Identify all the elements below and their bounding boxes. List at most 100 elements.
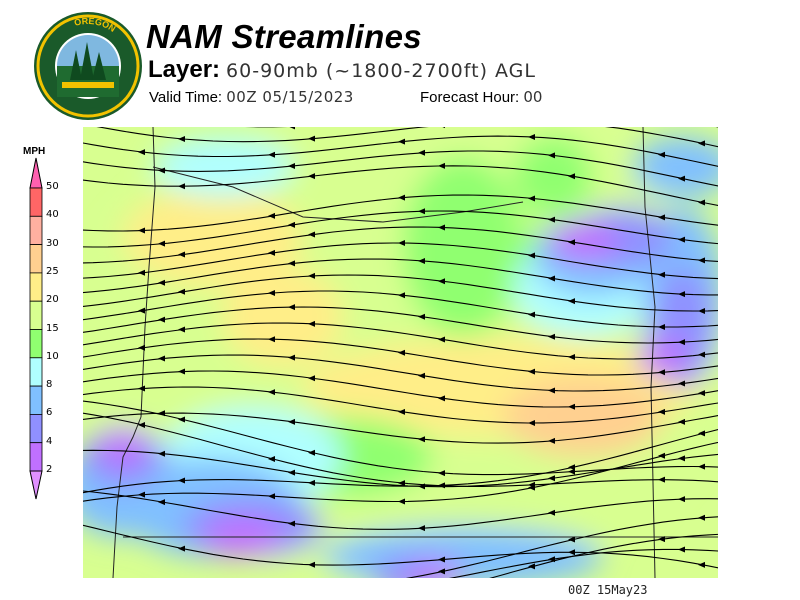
shading-region (638, 337, 688, 377)
legend-tick-label: 50 (46, 181, 59, 192)
forecast-hour: Forecast Hour: 00 (420, 88, 542, 106)
flow-arrow (698, 351, 705, 358)
flow-arrow (698, 514, 705, 521)
streamline (83, 210, 718, 248)
flow-arrow (418, 525, 425, 532)
oregon-department-of-forestry-logo: OREGON (34, 12, 142, 120)
flow-arrow (158, 316, 165, 323)
flow-arrow (308, 231, 315, 238)
flow-arrow (288, 304, 295, 311)
flow-arrow (438, 162, 445, 169)
legend-swatch (29, 244, 43, 274)
streamline (83, 449, 718, 488)
flow-arrow (158, 240, 165, 247)
legend-tick-label: 2 (46, 464, 53, 475)
flow-arrow (268, 249, 275, 256)
flow-arrow (398, 408, 405, 415)
flow-arrow (268, 151, 275, 158)
legend-swatch (29, 357, 43, 387)
flow-arrow (418, 436, 425, 443)
flow-arrow (678, 380, 685, 387)
flow-arrow (418, 313, 425, 320)
legend-under-arrow (29, 470, 43, 500)
flow-arrow (158, 167, 165, 174)
streamline (489, 533, 718, 578)
flow-arrow (698, 430, 705, 437)
legend-unit: MPH (23, 146, 46, 157)
flow-arrow (158, 450, 165, 457)
map-timestamp: 00Z 15May23 (568, 583, 648, 597)
legend-swatch (29, 215, 43, 246)
flow-arrow (548, 275, 555, 282)
page-title: NAM Streamlines (146, 18, 422, 55)
flow-arrow (268, 493, 275, 500)
shading-region (153, 137, 293, 197)
streamline (83, 194, 718, 232)
flow-arrow (568, 298, 575, 305)
flow-arrow (528, 481, 535, 488)
layer-info: Layer: 60-90mb (~1800-2700ft) AGL (148, 56, 536, 84)
streamline (83, 150, 718, 187)
flow-arrow (138, 491, 145, 498)
flow-arrow (308, 135, 315, 142)
flow-arrow (178, 416, 185, 423)
flow-arrow (308, 173, 315, 180)
flow-arrow (548, 152, 555, 159)
streamlines (83, 127, 718, 578)
color-legend (29, 157, 43, 500)
shading-region (98, 427, 148, 467)
flow-arrow (288, 418, 295, 425)
legend-swatch (29, 385, 43, 415)
legend-tick-label: 10 (46, 350, 59, 362)
flow-arrow (308, 561, 315, 568)
flow-arrow (398, 292, 405, 299)
flow-arrow (698, 561, 705, 568)
legend-tick-label: 30 (46, 237, 59, 249)
shading-region (123, 187, 303, 287)
legend-swatch (29, 272, 43, 302)
flow-arrow (268, 389, 275, 396)
flow-arrow (398, 138, 405, 145)
flow-arrow (288, 520, 295, 527)
flow-arrow (568, 549, 575, 556)
flow-arrow (698, 199, 705, 206)
flow-arrow (418, 372, 425, 379)
flow-arrow (548, 333, 555, 340)
flow-arrow (678, 418, 685, 425)
legend-swatch (29, 187, 43, 217)
shading-region (403, 157, 523, 337)
valid-time: Valid Time: 00Z 05/15/2023 (149, 88, 354, 106)
flow-arrow (288, 221, 295, 228)
legend-tick-label: 8 (46, 379, 53, 391)
legend-swatch (29, 413, 43, 444)
forecast-label: Forecast Hour: (420, 89, 520, 106)
flow-arrow (548, 509, 555, 516)
valid-value: 00Z 05/15/2023 (226, 88, 354, 106)
flow-arrow (698, 257, 705, 264)
flow-arrow (268, 290, 275, 297)
flow-arrow (568, 464, 575, 471)
flow-arrow (178, 545, 185, 552)
shading-region (548, 222, 618, 262)
flow-arrow (138, 422, 145, 429)
flow-arrow (398, 194, 405, 201)
shading-region (513, 137, 593, 217)
flow-arrow (158, 279, 165, 286)
flow-arrow (568, 536, 575, 543)
flow-arrow (568, 468, 575, 475)
streamline (83, 412, 718, 487)
flow-arrow (138, 227, 145, 234)
flow-arrow (698, 307, 705, 314)
flow-arrow (268, 456, 275, 463)
flow-arrow (528, 420, 535, 426)
flow-arrow (658, 323, 665, 330)
flow-arrow (138, 385, 145, 392)
flow-arrow (308, 479, 315, 486)
flow-arrow (658, 408, 665, 415)
streamline (83, 290, 718, 328)
flow-arrow (158, 355, 165, 362)
streamline (83, 412, 718, 444)
flow-arrow (288, 469, 295, 476)
legend-tick-label: 4 (46, 435, 53, 447)
streamline (83, 400, 718, 476)
